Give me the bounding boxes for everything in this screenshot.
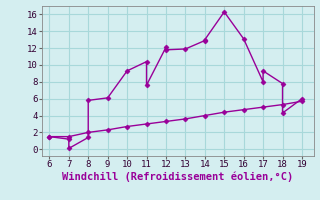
X-axis label: Windchill (Refroidissement éolien,°C): Windchill (Refroidissement éolien,°C) — [62, 172, 293, 182]
